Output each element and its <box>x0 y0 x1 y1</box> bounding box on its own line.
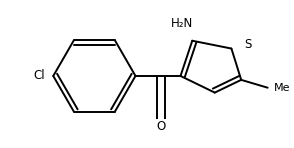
Text: Cl: Cl <box>34 69 46 82</box>
Text: O: O <box>156 120 166 133</box>
Text: S: S <box>244 38 251 51</box>
Text: H₂N: H₂N <box>171 17 193 30</box>
Text: Me: Me <box>273 83 290 93</box>
